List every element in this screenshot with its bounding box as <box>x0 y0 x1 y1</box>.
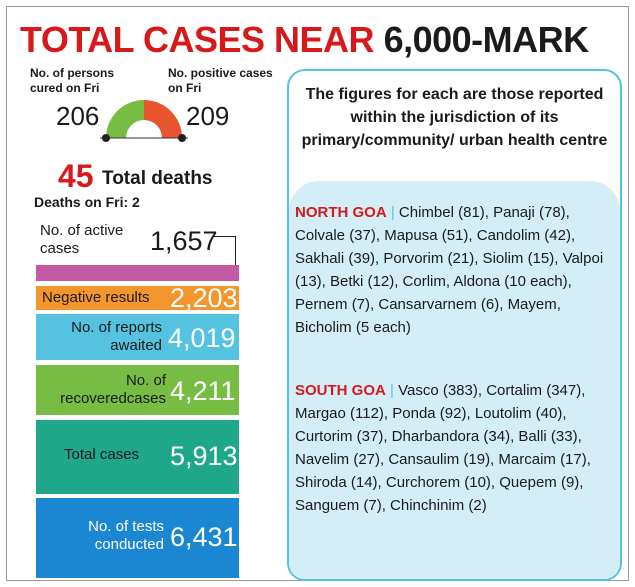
north-goa-tag: NORTH GOA <box>295 204 387 221</box>
south-goa-list: SOUTH GOA | Vasco (383), Cortalim (347),… <box>295 379 617 517</box>
reports-awaited-label: No. of reports awaited <box>71 319 162 354</box>
headline: TOTAL CASES NEAR 6,000-MARK <box>20 20 589 60</box>
positive-value: 209 <box>186 101 230 131</box>
south-goa-text: Vasco (383), Cortalim (347), Margao (112… <box>295 382 591 514</box>
cured-label: No. of persons cured on Fri <box>30 66 115 95</box>
total-deaths-value: 45 <box>58 158 94 194</box>
active-cases-label: No. of active cases <box>40 222 124 257</box>
recovered-cases-label: No. of recoveredcases <box>60 372 166 407</box>
positive-label: No. positive cases on Fri <box>168 66 273 95</box>
gauge-positive-arc <box>144 100 182 138</box>
headline-part-2: 6,000-MARK <box>383 19 590 60</box>
south-goa-separator: | <box>390 382 394 399</box>
headline-part-1: TOTAL CASES NEAR <box>20 19 375 60</box>
north-goa-list: NORTH GOA | Chimbel (81), Panaji (78), C… <box>295 201 617 339</box>
total-cases-bar: Total cases 5,913 <box>36 420 239 494</box>
tests-conducted-value: 6,431 <box>170 522 238 552</box>
district-breakdown: NORTH GOA | Chimbel (81), Panaji (78), C… <box>289 181 620 579</box>
active-cases-connector <box>214 236 236 270</box>
recovered-cases-value: 4,211 <box>170 376 236 406</box>
deaths-on-fri: Deaths on Fri: 2 <box>34 194 140 210</box>
south-goa-tag: SOUTH GOA <box>295 382 386 399</box>
reports-awaited-value: 4,019 <box>168 323 236 353</box>
total-deaths-label: Total deaths <box>102 168 213 189</box>
active-cases-value: 1,657 <box>150 226 218 256</box>
tests-conducted-bar: No. of tests conducted 6,431 <box>36 498 239 578</box>
negative-results-label: Negative results <box>42 289 150 306</box>
jurisdiction-note: The figures for each are those reported … <box>301 86 608 149</box>
total-cases-label: Total cases <box>64 446 140 463</box>
reports-awaited-bar: No. of reports awaited 4,019 <box>36 314 239 360</box>
gauge-cured-arc <box>106 100 144 138</box>
tests-conducted-label: No. of tests conducted <box>88 518 164 553</box>
total-cases-value: 5,913 <box>170 441 238 471</box>
cases-gauge <box>100 100 188 142</box>
jurisdiction-panel: The figures for each are those reported … <box>287 69 622 581</box>
gauge-positive-dot <box>178 134 186 142</box>
north-goa-separator: | <box>390 204 395 221</box>
cured-value: 206 <box>56 101 100 131</box>
north-goa-text: Chimbel (81), Panaji (78), Colvale (37),… <box>295 204 604 336</box>
recovered-cases-bar: No. of recoveredcases 4,211 <box>36 365 239 415</box>
negative-results-bar: Negative results 2,203 <box>36 283 239 313</box>
gauge-cured-dot <box>102 134 110 142</box>
active-cases-bar <box>36 265 239 281</box>
negative-results-value: 2,203 <box>170 283 238 313</box>
